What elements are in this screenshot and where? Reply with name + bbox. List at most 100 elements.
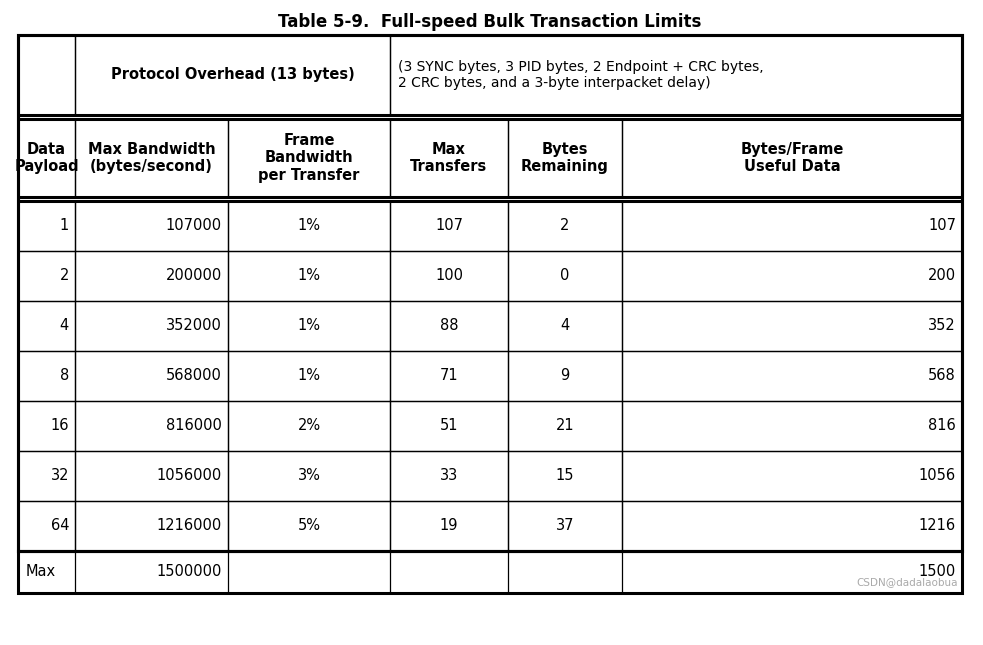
Bar xyxy=(75,351,228,401)
Text: 1216000: 1216000 xyxy=(156,519,222,533)
Bar xyxy=(18,351,75,401)
Text: 1%: 1% xyxy=(298,268,320,284)
Bar xyxy=(508,351,622,401)
Bar xyxy=(508,251,622,301)
Text: 107000: 107000 xyxy=(166,219,222,233)
Text: 88: 88 xyxy=(439,319,458,333)
Text: 1500000: 1500000 xyxy=(156,564,222,579)
Text: 15: 15 xyxy=(555,468,574,484)
Bar xyxy=(18,35,962,551)
Bar xyxy=(508,301,622,351)
Text: 1%: 1% xyxy=(298,368,320,384)
Text: 19: 19 xyxy=(439,519,458,533)
Text: 1500: 1500 xyxy=(919,564,956,579)
Text: 816: 816 xyxy=(928,419,956,433)
Bar xyxy=(228,251,390,301)
Text: 4: 4 xyxy=(560,319,569,333)
Bar xyxy=(622,501,962,551)
Bar xyxy=(508,119,622,197)
Bar xyxy=(75,451,228,501)
Bar xyxy=(228,501,390,551)
Bar xyxy=(75,35,390,115)
Bar xyxy=(75,251,228,301)
Text: 816000: 816000 xyxy=(166,419,222,433)
Text: 4: 4 xyxy=(60,319,69,333)
Text: 1216: 1216 xyxy=(919,519,956,533)
Bar xyxy=(390,401,508,451)
Text: 107: 107 xyxy=(928,219,956,233)
Bar xyxy=(18,551,962,593)
Text: 1%: 1% xyxy=(298,219,320,233)
Bar xyxy=(228,401,390,451)
Text: Frame
Bandwidth
per Transfer: Frame Bandwidth per Transfer xyxy=(259,133,360,183)
Bar xyxy=(18,401,75,451)
Text: 568: 568 xyxy=(928,368,956,384)
Bar xyxy=(390,301,508,351)
Bar xyxy=(75,501,228,551)
Text: 32: 32 xyxy=(50,468,69,484)
Text: 200: 200 xyxy=(928,268,956,284)
Text: 100: 100 xyxy=(435,268,463,284)
Bar xyxy=(622,119,962,197)
Bar xyxy=(622,401,962,451)
Bar xyxy=(75,201,228,251)
Bar xyxy=(228,301,390,351)
Bar xyxy=(75,401,228,451)
Bar xyxy=(622,351,962,401)
Bar xyxy=(508,401,622,451)
Text: 1: 1 xyxy=(60,219,69,233)
Bar xyxy=(18,251,75,301)
Text: 2%: 2% xyxy=(298,419,320,433)
Bar xyxy=(18,301,75,351)
Bar xyxy=(228,351,390,401)
Text: 107: 107 xyxy=(435,219,463,233)
Bar xyxy=(390,351,508,401)
Bar xyxy=(508,201,622,251)
Bar xyxy=(390,251,508,301)
Bar xyxy=(228,119,390,197)
Bar xyxy=(622,451,962,501)
Bar xyxy=(508,451,622,501)
Text: Max: Max xyxy=(26,564,56,579)
Text: 64: 64 xyxy=(50,519,69,533)
Text: Table 5-9.  Full-speed Bulk Transaction Limits: Table 5-9. Full-speed Bulk Transaction L… xyxy=(278,13,702,31)
Text: Bytes
Remaining: Bytes Remaining xyxy=(521,142,608,174)
Bar xyxy=(18,201,75,251)
Bar xyxy=(228,201,390,251)
Text: Data
Payload: Data Payload xyxy=(14,142,79,174)
Text: 1056000: 1056000 xyxy=(156,468,222,484)
Text: 33: 33 xyxy=(439,468,458,484)
Bar xyxy=(508,501,622,551)
Text: 16: 16 xyxy=(50,419,69,433)
Text: 1%: 1% xyxy=(298,319,320,333)
Bar xyxy=(228,451,390,501)
Text: 2: 2 xyxy=(560,219,570,233)
Bar xyxy=(390,119,508,197)
Text: Max Bandwidth
(bytes/second): Max Bandwidth (bytes/second) xyxy=(87,142,215,174)
Text: 352: 352 xyxy=(928,319,956,333)
Text: 51: 51 xyxy=(439,419,458,433)
Bar xyxy=(18,35,75,115)
Bar xyxy=(622,301,962,351)
Bar xyxy=(390,451,508,501)
Bar xyxy=(622,251,962,301)
Text: 3%: 3% xyxy=(298,468,320,484)
Bar xyxy=(390,35,962,115)
Bar xyxy=(75,119,228,197)
Bar xyxy=(622,201,962,251)
Bar xyxy=(18,119,75,197)
Text: 37: 37 xyxy=(555,519,574,533)
Text: 352000: 352000 xyxy=(166,319,222,333)
Text: 0: 0 xyxy=(560,268,570,284)
Text: 8: 8 xyxy=(60,368,69,384)
Bar xyxy=(18,35,962,551)
Bar xyxy=(18,451,75,501)
Text: 200000: 200000 xyxy=(166,268,222,284)
Bar xyxy=(18,501,75,551)
Bar xyxy=(390,501,508,551)
Text: 568000: 568000 xyxy=(166,368,222,384)
Text: Protocol Overhead (13 bytes): Protocol Overhead (13 bytes) xyxy=(111,68,355,83)
Text: 5%: 5% xyxy=(298,519,320,533)
Text: Bytes/Frame
Useful Data: Bytes/Frame Useful Data xyxy=(740,142,843,174)
Bar xyxy=(390,201,508,251)
